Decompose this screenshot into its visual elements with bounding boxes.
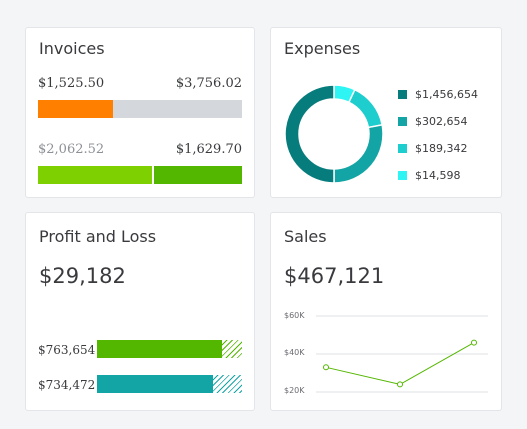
sales-point-1[interactable] — [397, 381, 403, 388]
sales-title: Sales — [284, 227, 327, 246]
donut-slice-1[interactable] — [333, 123, 384, 184]
unpaid-bar[interactable] — [38, 100, 242, 118]
income-label: $763,654 — [38, 343, 96, 357]
expenses-bar-hatch — [213, 375, 242, 393]
paid-total: $1,629.70 — [175, 142, 242, 157]
net-income: $29,182 — [39, 264, 126, 288]
sales-chart[interactable] — [312, 305, 492, 400]
income-bar-fill — [97, 340, 222, 358]
paid-bar-deposited — [38, 166, 152, 184]
unpaid-bar-rest — [113, 100, 242, 118]
sales-card[interactable]: Sales $467,121 — [270, 212, 502, 411]
paid-bar-not-deposited — [154, 166, 242, 184]
legend-label: $1,456,654 — [415, 87, 478, 101]
legend-swatch — [398, 89, 407, 99]
y-tick-20k: $20K — [284, 386, 305, 395]
income-bar[interactable] — [97, 340, 242, 358]
unpaid-total: $3,756.02 — [175, 76, 242, 91]
legend-swatch — [398, 170, 407, 180]
donut-slice-0[interactable] — [284, 84, 335, 184]
sales-line — [325, 342, 475, 385]
legend-label: $14,598 — [415, 168, 461, 182]
legend-swatch — [398, 116, 407, 126]
sales-total: $467,121 — [284, 264, 385, 288]
paid-amount: $2,062.52 — [38, 142, 105, 157]
expenses-bar-fill — [97, 375, 213, 393]
profit-loss-title: Profit and Loss — [39, 227, 157, 246]
invoices-title: Invoices — [39, 39, 105, 58]
legend-item: $302,654 — [398, 114, 468, 128]
expenses-bar[interactable] — [97, 375, 242, 393]
expenses-label: $734,472 — [38, 378, 96, 392]
legend-label: $189,342 — [415, 141, 468, 155]
income-bar-hatch — [222, 340, 242, 358]
paid-bar[interactable] — [38, 166, 242, 184]
invoices-card[interactable]: Invoices $1,525.50 $3,756.02 $2,062.52 $… — [25, 27, 255, 198]
profit-loss-card[interactable]: Profit and Loss $29,182 $763,654 $734,47… — [25, 212, 255, 411]
legend-item: $14,598 — [398, 168, 461, 182]
y-tick-40k: $40K — [284, 348, 305, 357]
donut-segments — [284, 84, 384, 184]
y-tick-60k: $60K — [284, 311, 305, 320]
unpaid-bar-fill — [38, 100, 113, 118]
legend-swatch — [398, 143, 407, 153]
expenses-title: Expenses — [284, 39, 361, 58]
legend-item: $189,342 — [398, 141, 468, 155]
legend-label: $302,654 — [415, 114, 468, 128]
donut-slice-2[interactable] — [347, 88, 384, 129]
sales-point-2[interactable] — [471, 339, 477, 346]
expenses-donut[interactable] — [284, 84, 384, 184]
unpaid-amount: $1,525.50 — [38, 76, 105, 91]
sales-point-0[interactable] — [323, 364, 329, 371]
legend-item: $1,456,654 — [398, 87, 478, 101]
sales-series — [323, 339, 477, 388]
